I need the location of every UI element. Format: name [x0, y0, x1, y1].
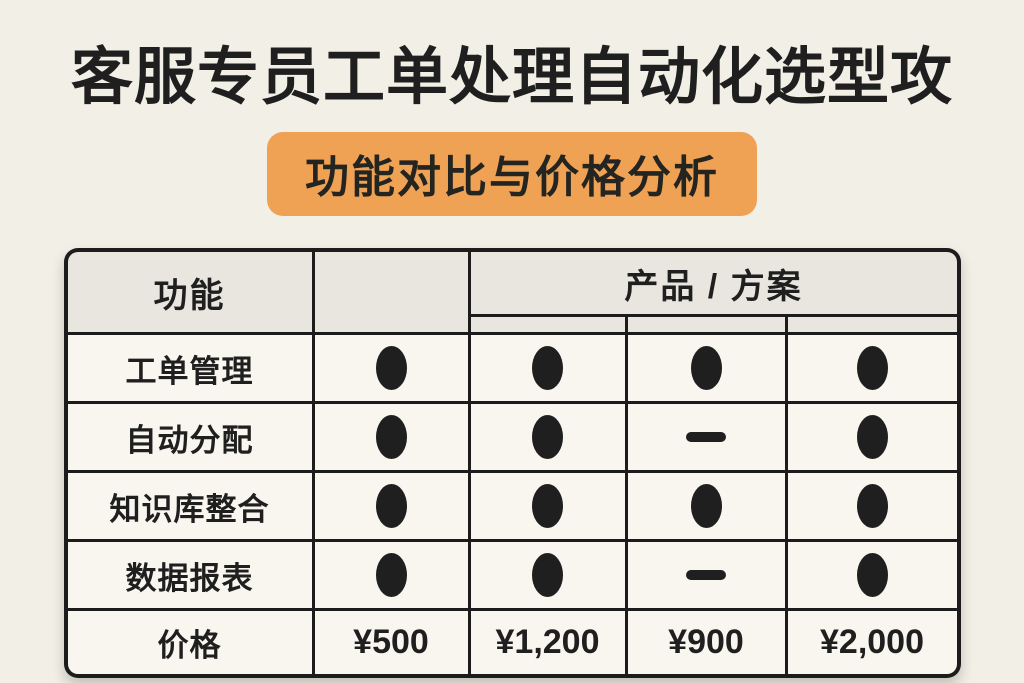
feature-row-label: 数据报表	[67, 542, 312, 608]
product-group-header: 产品 / 方案	[470, 252, 957, 314]
availability-value-cell	[470, 404, 625, 470]
availability-dot-icon	[375, 553, 407, 597]
feature-row-label: 工单管理	[67, 335, 312, 401]
availability-dot-icon	[856, 553, 888, 597]
feature-column-header: 功能	[67, 252, 312, 332]
availability-value-cell	[314, 473, 468, 539]
availability-dot-icon	[856, 346, 888, 390]
availability-dot-icon	[375, 415, 407, 459]
availability-value-cell	[627, 404, 785, 470]
availability-value-cell	[470, 542, 625, 608]
unavailable-dash-icon	[686, 432, 726, 442]
availability-value-cell	[314, 404, 468, 470]
availability-dot-icon	[532, 346, 563, 390]
page-title: 客服专员工单处理自动化选型攻	[70, 43, 953, 112]
feature-row-label: 自动分配	[67, 404, 312, 470]
price-cell: ¥1,200	[470, 611, 625, 674]
availability-value-cell	[627, 473, 785, 539]
product-name-cell	[787, 317, 957, 332]
availability-value-cell	[314, 335, 468, 401]
availability-dot-icon	[532, 415, 563, 459]
availability-dot-icon	[532, 553, 563, 597]
availability-value-cell	[470, 335, 625, 401]
price-cell: ¥500	[314, 611, 468, 674]
availability-dot-icon	[532, 484, 563, 528]
availability-value-cell	[787, 473, 957, 539]
subtitle-badge: 功能对比与价格分析	[267, 132, 757, 216]
product-name-cell	[470, 317, 625, 332]
availability-value-cell	[470, 473, 625, 539]
availability-dot-icon	[690, 484, 722, 528]
availability-value-cell	[314, 542, 468, 608]
availability-value-cell	[787, 335, 957, 401]
availability-dot-icon	[856, 484, 888, 528]
availability-value-cell	[627, 542, 785, 608]
unavailable-dash-icon	[686, 570, 726, 580]
availability-dot-icon	[856, 415, 888, 459]
availability-dot-icon	[375, 346, 407, 390]
feature-row-label: 价格	[67, 611, 312, 674]
availability-value-cell	[787, 542, 957, 608]
product-name-cell	[627, 317, 785, 332]
price-cell: ¥2,000	[787, 611, 957, 674]
feature-row-label: 知识库整合	[67, 473, 312, 539]
price-cell: ¥900	[627, 611, 785, 674]
availability-dot-icon	[690, 346, 722, 390]
availability-dot-icon	[375, 484, 407, 528]
availability-value-cell	[627, 335, 785, 401]
unnamed-product-column-header	[314, 252, 468, 332]
availability-value-cell	[787, 404, 957, 470]
comparison-table: 功能 产品 / 方案 工单管理 自动分配 知识库整合 数据报表 价格 ¥500 ¥1,200…	[63, 248, 961, 678]
